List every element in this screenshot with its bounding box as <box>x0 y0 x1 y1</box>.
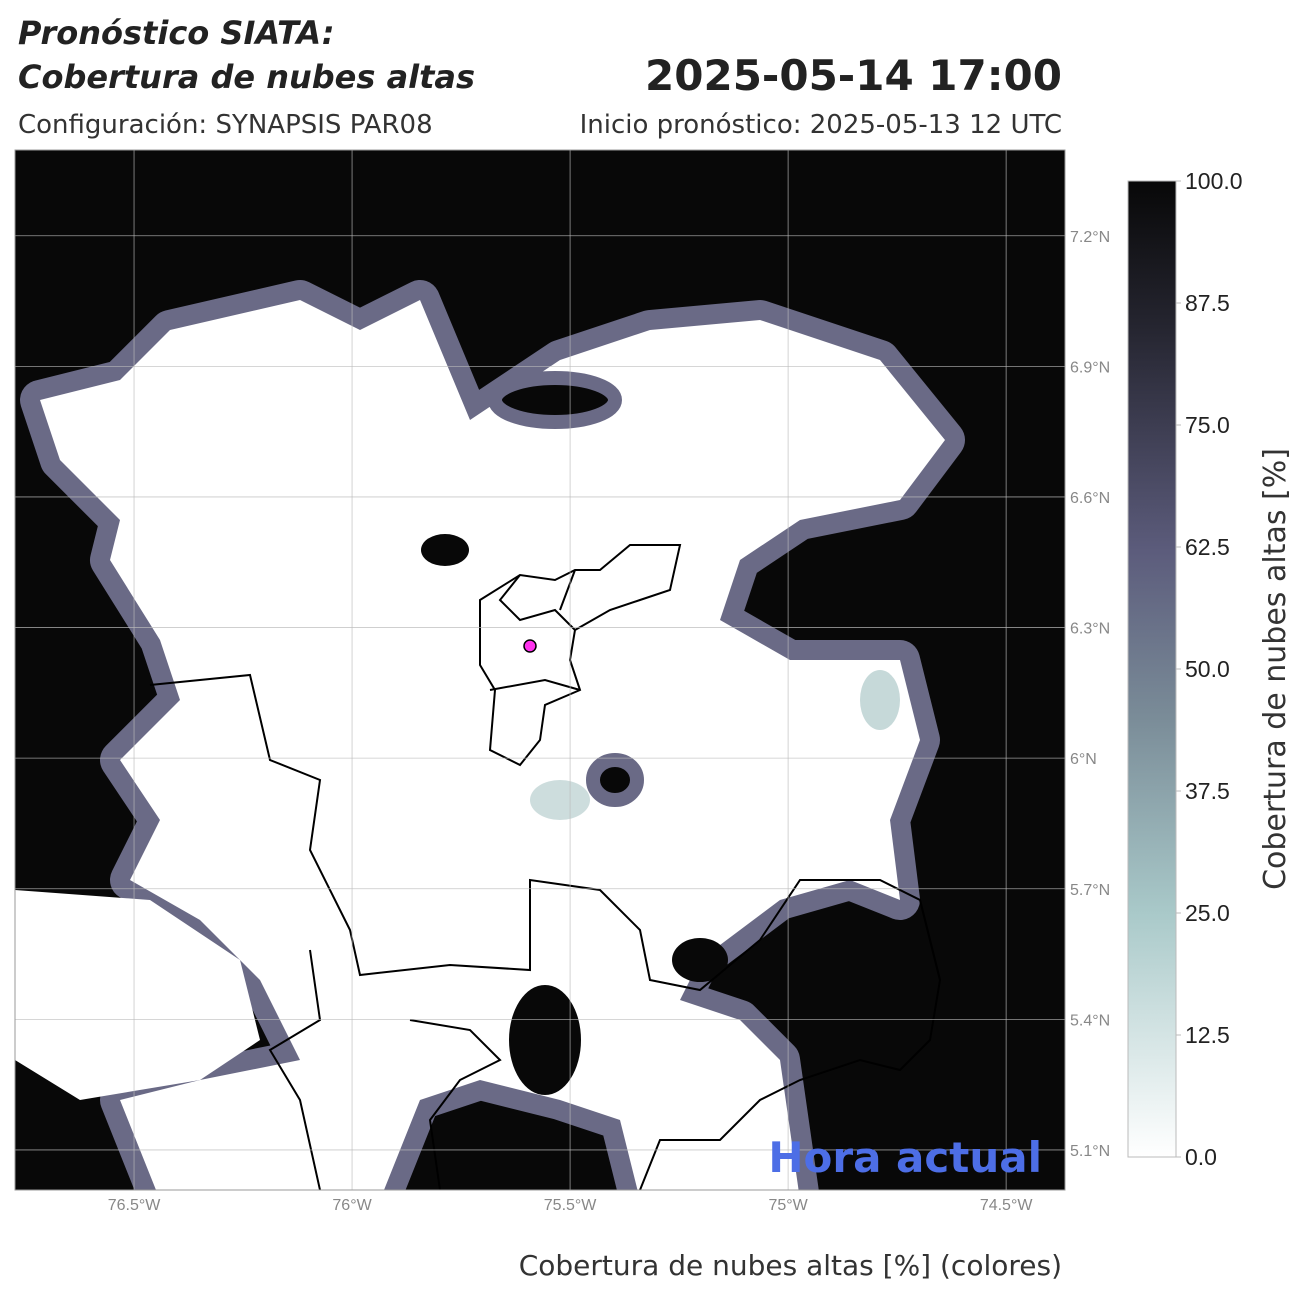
subtitle: Configuración: SYNAPSIS PAR08 <box>18 110 433 140</box>
y-tick-label: 5.4°N <box>1070 1012 1110 1029</box>
x-tick-label: 75°W <box>768 1197 808 1214</box>
y-tick-label: 5.1°N <box>1070 1143 1110 1160</box>
cloud-cell <box>530 780 590 820</box>
y-tick-label: 7.2°N <box>1070 229 1110 246</box>
cloud-cell <box>509 985 581 1095</box>
colorbar-tick-label: 62.5 <box>1185 534 1230 560</box>
x-tick-label: 76°W <box>332 1197 372 1214</box>
y-tick-label: 6.6°N <box>1070 490 1110 507</box>
colorbar-tick-label: 25.0 <box>1185 900 1230 926</box>
location-marker <box>523 639 537 653</box>
colorbar-label: Cobertura de nubes altas [%] <box>1258 448 1293 890</box>
subtitle: Inicio pronóstico: 2025-05-13 12 UTC <box>580 110 1062 140</box>
map-frame <box>14 149 1066 1191</box>
title: Pronóstico SIATA: <box>18 14 335 52</box>
datetime: 2025-05-14 17:00 <box>645 51 1062 100</box>
colorbar-tick-label: 87.5 <box>1185 290 1230 316</box>
colorbar-tick-label: 100.0 <box>1185 168 1243 194</box>
y-tick-label: 6°N <box>1070 751 1097 768</box>
y-tick-label: 5.7°N <box>1070 882 1110 899</box>
x-axis-label: Cobertura de nubes altas [%] (colores) <box>519 1249 1062 1282</box>
grid <box>15 150 1065 1190</box>
cloud-cell <box>586 753 644 807</box>
colorbar-tick-label: 50.0 <box>1185 656 1230 682</box>
colorbar-tick-label: 12.5 <box>1185 1022 1230 1048</box>
y-tick-label: 6.3°N <box>1070 621 1110 638</box>
y-tick-label: 6.9°N <box>1070 359 1110 376</box>
colorbar <box>1127 180 1177 1158</box>
boundaries <box>149 544 942 1190</box>
x-tick-label: 76.5°W <box>108 1197 162 1214</box>
cloud-cell <box>421 534 469 566</box>
colorbar-tick-label: 0.0 <box>1185 1144 1217 1170</box>
title: Cobertura de nubes altas <box>18 58 475 96</box>
x-tick-label: 75.5°W <box>544 1197 598 1214</box>
colorbar-tick-label: 75.0 <box>1185 412 1230 438</box>
cloud-cell <box>860 670 900 730</box>
cloud-cell <box>672 938 728 982</box>
clear-area <box>40 300 945 1190</box>
clear-area <box>15 890 260 1100</box>
annotation: Hora actual <box>768 1133 1042 1182</box>
cloud-cell <box>488 371 622 429</box>
x-tick-label: 74.5°W <box>980 1197 1034 1214</box>
colorbar-tick-label: 37.5 <box>1185 778 1230 804</box>
map <box>15 150 1065 1190</box>
